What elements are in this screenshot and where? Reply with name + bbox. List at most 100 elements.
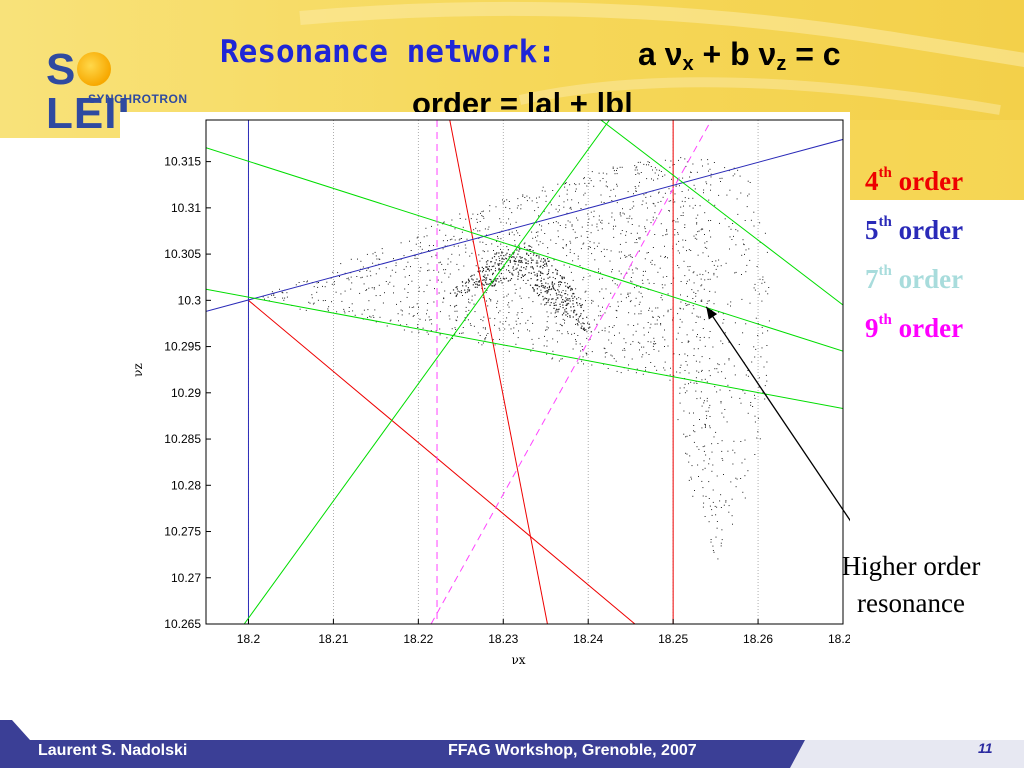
tune-point <box>411 280 413 282</box>
tune-point <box>479 241 481 243</box>
tune-point <box>709 358 711 360</box>
tune-point <box>565 183 566 184</box>
tune-point <box>685 239 687 241</box>
tune-point <box>532 343 534 345</box>
tune-point <box>566 212 568 214</box>
tune-point <box>629 208 631 210</box>
tune-point <box>473 282 475 284</box>
tune-point <box>485 279 487 281</box>
tune-point <box>690 476 692 478</box>
tune-point <box>743 243 744 245</box>
tune-point <box>587 222 589 223</box>
tune-point <box>421 248 423 250</box>
tune-point <box>630 343 632 345</box>
tune-point <box>506 246 508 248</box>
tune-point <box>579 305 581 307</box>
tune-point <box>721 412 723 414</box>
tune-point <box>679 252 680 254</box>
tune-point <box>488 270 490 272</box>
tune-point <box>713 272 715 274</box>
tune-point <box>442 240 444 242</box>
tune-point <box>584 192 586 194</box>
tune-point <box>680 215 682 216</box>
tune-point <box>378 284 380 286</box>
tune-point <box>555 269 557 271</box>
tune-point <box>549 294 551 296</box>
tune-point <box>694 301 696 303</box>
legend-order-number: 9 <box>865 313 879 343</box>
tune-point <box>721 371 723 373</box>
tune-point <box>589 275 591 277</box>
tune-point <box>650 222 652 224</box>
tune-point <box>742 239 744 241</box>
tune-point <box>281 291 283 293</box>
tune-point <box>598 315 600 317</box>
tune-point <box>488 298 490 300</box>
tune-point <box>611 355 613 357</box>
annotation-line-2: resonance <box>857 588 965 618</box>
tune-point <box>561 301 563 303</box>
tune-point <box>477 281 479 283</box>
tune-point <box>706 303 708 304</box>
tune-point <box>734 374 736 376</box>
tune-point <box>559 303 561 305</box>
tune-point <box>553 259 555 261</box>
tune-point <box>556 330 558 332</box>
tune-point <box>632 341 634 343</box>
tune-point <box>306 281 308 283</box>
tune-point <box>609 260 611 262</box>
tune-point <box>724 363 726 365</box>
tune-point <box>541 277 542 279</box>
tune-point <box>558 281 560 283</box>
tune-point <box>437 279 439 281</box>
tune-point <box>346 278 348 280</box>
tune-point <box>496 302 498 304</box>
tune-point <box>615 195 616 197</box>
tune-point <box>505 277 507 279</box>
tune-point <box>556 273 558 275</box>
tune-point <box>524 274 526 276</box>
tune-point <box>677 250 679 252</box>
tune-point <box>684 158 686 160</box>
tune-point <box>622 208 623 210</box>
tune-point <box>745 323 747 325</box>
tune-point <box>548 260 550 262</box>
tune-point <box>627 324 629 326</box>
tune-point <box>344 290 346 292</box>
tune-point <box>486 334 487 336</box>
y-tick-label: 10.31 <box>171 201 201 215</box>
tune-point <box>488 265 490 268</box>
tune-point <box>634 186 636 187</box>
tune-point <box>456 320 458 322</box>
tune-point <box>396 303 397 305</box>
tune-point <box>580 313 582 315</box>
tune-point <box>333 283 335 285</box>
tune-point <box>528 254 530 256</box>
tune-point <box>583 328 585 330</box>
tune-point <box>706 397 708 399</box>
tune-point <box>552 287 555 289</box>
tune-point <box>375 321 377 323</box>
tune-point <box>715 536 717 538</box>
tune-point <box>684 197 686 199</box>
tune-point <box>542 299 544 301</box>
tune-point <box>599 278 600 280</box>
tune-point <box>547 283 549 285</box>
tune-point <box>660 323 662 324</box>
tune-point <box>630 256 632 258</box>
tune-point <box>419 318 421 320</box>
tune-point <box>506 269 507 271</box>
tune-point <box>468 298 470 300</box>
tune-point <box>675 243 677 245</box>
tune-point <box>654 172 656 174</box>
tune-point <box>464 319 466 321</box>
tune-point <box>646 252 648 254</box>
tune-point <box>427 270 429 272</box>
tune-point <box>639 301 641 303</box>
tune-point <box>505 222 507 224</box>
y-tick-label: 10.305 <box>164 247 201 261</box>
tune-point <box>645 369 646 371</box>
tune-point <box>581 346 583 347</box>
tune-point <box>406 296 408 298</box>
tune-point <box>704 279 706 281</box>
